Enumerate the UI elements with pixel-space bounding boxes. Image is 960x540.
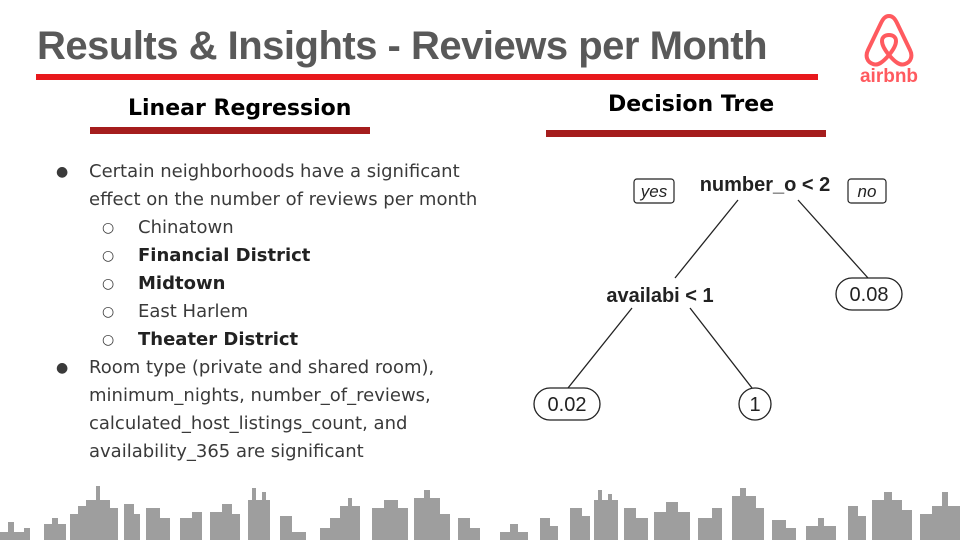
hollow-bullet-icon: ○: [102, 276, 115, 292]
neighborhood-financial-district: Financial District: [138, 245, 311, 266]
decision-tree-diagram: yes no number_o < 2 availabi < 1 0.08 0.…: [533, 174, 903, 421]
list-item: ○ Chinatown: [52, 214, 512, 242]
no-label: no: [858, 182, 877, 201]
slide-title: Results & Insights - Reviews per Month: [37, 24, 768, 68]
list-item: ○ East Harlem: [52, 298, 512, 326]
airbnb-logo: airbnb: [860, 14, 918, 87]
list-item: ○ Financial District: [52, 242, 512, 270]
findings-list: ● Certain neighborhoods have a significa…: [52, 158, 512, 466]
neighborhood-theater-district: Theater District: [138, 329, 299, 350]
root-split-label: number_o < 2: [700, 174, 831, 196]
bullet-text: Certain neighborhoods have a significant…: [89, 161, 478, 210]
hollow-bullet-icon: ○: [102, 332, 115, 348]
leaf-box-1: [533, 387, 601, 421]
leaf-box-2: [738, 387, 772, 421]
list-item: ○ Midtown: [52, 270, 512, 298]
bullet-icon: ●: [56, 360, 69, 376]
neighborhood-chinatown: Chinatown: [138, 217, 234, 238]
skyline-shape: [0, 486, 960, 540]
linear-regression-heading: Linear Regression: [128, 96, 352, 121]
hollow-bullet-icon: ○: [102, 304, 115, 320]
bullet-text: Room type (private and shared room), min…: [89, 357, 435, 462]
no-box: [847, 178, 887, 204]
leaf-box-0: [835, 277, 903, 311]
neighborhood-east-harlem: East Harlem: [138, 301, 249, 322]
bullet-icon: ●: [56, 164, 69, 180]
title-underline: [36, 74, 818, 80]
neighborhood-midtown: Midtown: [138, 273, 226, 294]
yes-box: [633, 178, 675, 204]
airbnb-belo-icon: [864, 14, 914, 67]
city-skyline-decoration: [0, 486, 960, 540]
leaf-label-2: 1: [749, 394, 760, 416]
yes-label: yes: [640, 182, 668, 201]
list-item: ● Room type (private and shared room), m…: [52, 354, 512, 466]
list-item: ● Certain neighborhoods have a significa…: [52, 158, 512, 214]
leaf-label-0: 0.08: [850, 284, 889, 306]
decision-tree-underline: [546, 130, 826, 137]
hollow-bullet-icon: ○: [102, 220, 115, 236]
decision-tree-heading: Decision Tree: [608, 92, 775, 117]
leaf-label-1: 0.02: [548, 394, 587, 416]
logo-wordmark: airbnb: [860, 66, 918, 87]
edge-root-yes: [674, 199, 739, 279]
second-split-label: availabi < 1: [606, 285, 713, 307]
edge-root-no: [797, 199, 869, 279]
hollow-bullet-icon: ○: [102, 248, 115, 264]
list-item: ○ Theater District: [52, 326, 512, 354]
edge-split-right: [689, 307, 753, 389]
linear-regression-underline: [90, 127, 370, 134]
edge-split-left: [567, 307, 633, 389]
